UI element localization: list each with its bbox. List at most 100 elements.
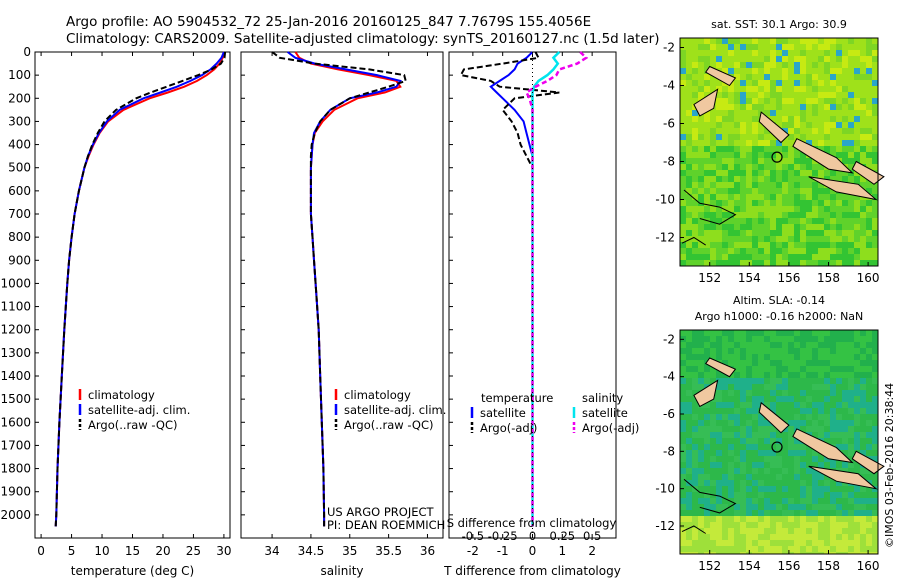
s-tick-label: -0.25 bbox=[488, 529, 518, 543]
map-cell bbox=[740, 456, 746, 462]
map-cell bbox=[698, 134, 704, 140]
map-cell bbox=[824, 236, 830, 242]
map-cell bbox=[788, 194, 794, 200]
map-cell bbox=[740, 354, 746, 360]
map-cell bbox=[830, 242, 836, 248]
map-cell bbox=[740, 164, 746, 170]
map-cell bbox=[728, 50, 734, 56]
map-cell bbox=[722, 242, 728, 248]
map-cell bbox=[872, 236, 878, 242]
map-cell bbox=[818, 486, 824, 492]
map-cell bbox=[710, 206, 716, 212]
map-cell bbox=[722, 98, 728, 104]
map-cell bbox=[746, 74, 752, 80]
map-cell bbox=[686, 354, 692, 360]
map-cell bbox=[866, 420, 872, 426]
map-cell bbox=[752, 62, 758, 68]
map-cell bbox=[782, 152, 788, 158]
map-cell bbox=[716, 504, 722, 510]
map-cell bbox=[836, 480, 842, 486]
map-cell bbox=[818, 224, 824, 230]
map-cell bbox=[782, 218, 788, 224]
map-cell bbox=[758, 230, 764, 236]
island bbox=[792, 138, 854, 174]
map-cell bbox=[860, 402, 866, 408]
map-cell bbox=[812, 170, 818, 176]
map-cell bbox=[758, 516, 764, 522]
map-cell bbox=[746, 408, 752, 414]
map-cell bbox=[770, 552, 776, 554]
map-cell bbox=[758, 342, 764, 348]
map-cell bbox=[716, 218, 722, 224]
map-cell bbox=[686, 348, 692, 354]
coastline bbox=[683, 189, 737, 225]
map-cell bbox=[746, 182, 752, 188]
map-cell bbox=[716, 546, 722, 552]
map-cell bbox=[740, 98, 746, 104]
map-cell bbox=[866, 510, 872, 516]
y-tick-label: -8 bbox=[663, 155, 675, 169]
map-cell bbox=[752, 224, 758, 230]
map-cell bbox=[728, 260, 734, 266]
map-cell bbox=[848, 342, 854, 348]
map-cell bbox=[836, 540, 842, 546]
map-cell bbox=[728, 354, 734, 360]
map-cell bbox=[746, 194, 752, 200]
map-cell bbox=[872, 360, 878, 366]
map-cell bbox=[794, 200, 800, 206]
map-cell bbox=[710, 480, 716, 486]
map-cell bbox=[752, 336, 758, 342]
map-cell bbox=[752, 200, 758, 206]
map-cell bbox=[806, 254, 812, 260]
map-cell bbox=[806, 552, 812, 554]
y-tick-label: 400 bbox=[8, 138, 31, 152]
map-cell bbox=[812, 474, 818, 480]
map-cell bbox=[812, 480, 818, 486]
map-cell bbox=[758, 176, 764, 182]
map-cell bbox=[782, 242, 788, 248]
map-cell bbox=[716, 534, 722, 540]
map-cell bbox=[866, 260, 872, 266]
map-cell bbox=[824, 546, 830, 552]
map-cell bbox=[734, 420, 740, 426]
map-cell bbox=[740, 242, 746, 248]
map-cell bbox=[866, 38, 872, 44]
map-cell bbox=[716, 402, 722, 408]
map-cell bbox=[782, 68, 788, 74]
map-cell bbox=[686, 134, 692, 140]
map-cell bbox=[728, 342, 734, 348]
map-cell bbox=[758, 80, 764, 86]
map-cell bbox=[842, 260, 848, 266]
map-cell bbox=[872, 200, 878, 206]
map-cell bbox=[782, 248, 788, 254]
map-cell bbox=[872, 510, 878, 516]
title-line-2: Climatology: CARS2009. Satellite-adjuste… bbox=[66, 31, 660, 47]
map-cell bbox=[854, 248, 860, 254]
map-cell bbox=[788, 200, 794, 206]
map-cell bbox=[836, 212, 842, 218]
map-cell bbox=[716, 498, 722, 504]
map-cell bbox=[758, 528, 764, 534]
s-axis-label: S difference from climatology bbox=[447, 516, 617, 530]
map-cell bbox=[806, 510, 812, 516]
map-cell bbox=[692, 444, 698, 450]
map-cell bbox=[824, 384, 830, 390]
map-cell bbox=[782, 348, 788, 354]
map-cell bbox=[752, 170, 758, 176]
map-cell bbox=[758, 492, 764, 498]
map-cell bbox=[854, 504, 860, 510]
map-cell bbox=[806, 182, 812, 188]
map-cell bbox=[686, 336, 692, 342]
map-cell bbox=[710, 330, 716, 336]
map-cell bbox=[866, 164, 872, 170]
legend-label: satellite bbox=[480, 406, 526, 420]
map-cell bbox=[698, 212, 704, 218]
map-cell bbox=[848, 384, 854, 390]
map-cell bbox=[746, 504, 752, 510]
x-tick-label: 34 bbox=[264, 544, 279, 558]
map-cell bbox=[680, 218, 686, 224]
map-cell bbox=[698, 384, 704, 390]
map-cell bbox=[800, 342, 806, 348]
map-cell bbox=[722, 480, 728, 486]
map-cell bbox=[716, 62, 722, 68]
